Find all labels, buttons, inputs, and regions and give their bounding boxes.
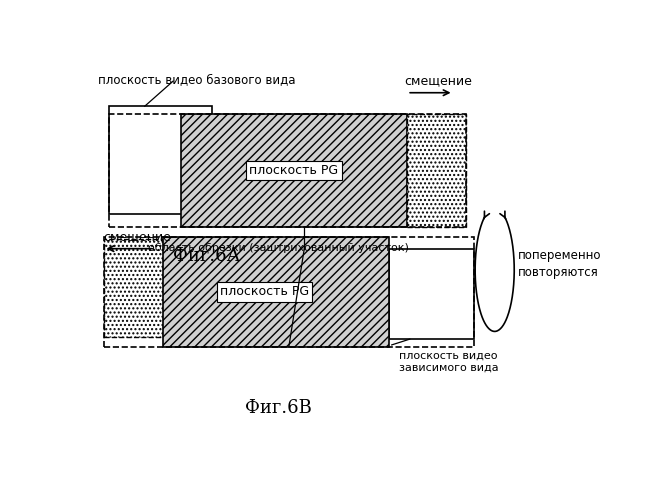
Text: плоскость видео базового вида: плоскость видео базового вида	[98, 74, 296, 86]
Bar	[104, 237, 474, 347]
Bar	[109, 114, 466, 228]
Bar	[389, 248, 474, 339]
Text: смещение: смещение	[104, 230, 171, 243]
Bar	[181, 114, 407, 228]
Bar	[109, 106, 212, 214]
Text: плоскость PG: плоскость PG	[250, 164, 339, 177]
Text: попеременно
повторяются: попеременно повторяются	[518, 249, 602, 279]
Text: плоскость видео
зависимого вида: плоскость видео зависимого вида	[400, 350, 499, 373]
Text: Фиг.6А: Фиг.6А	[173, 246, 240, 264]
Bar	[163, 237, 389, 347]
Bar	[407, 114, 466, 228]
Bar	[104, 239, 163, 337]
Text: область обрезки (заштрихованный участок): область обрезки (заштрихованный участок)	[148, 243, 409, 253]
Text: смещение: смещение	[404, 74, 473, 87]
Text: плоскость PG: плоскость PG	[220, 286, 309, 298]
Text: Фиг.6В: Фиг.6В	[245, 399, 312, 417]
